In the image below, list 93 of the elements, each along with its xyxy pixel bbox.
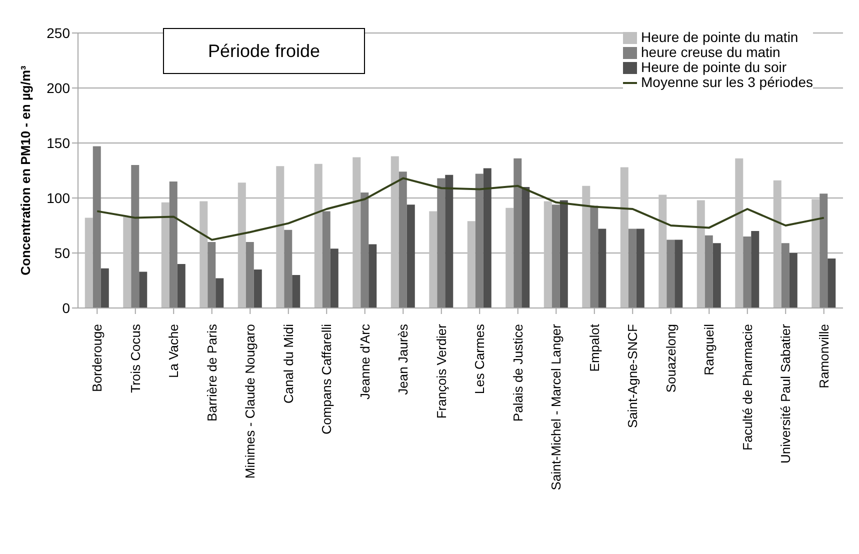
bar <box>781 243 790 308</box>
bar <box>514 158 522 308</box>
bar <box>628 228 636 308</box>
bar <box>246 242 254 308</box>
x-tick-label: Barrière de Paris <box>204 324 220 422</box>
x-tick-label: Saint-Agne-SNCF <box>625 324 640 428</box>
x-tick-label: Faculté de Pharmacie <box>740 324 755 450</box>
bar <box>368 244 377 308</box>
bar <box>560 200 568 308</box>
line-series <box>96 177 825 241</box>
bar <box>544 201 552 308</box>
bar <box>314 164 322 308</box>
bar <box>445 174 454 308</box>
bar <box>522 187 530 308</box>
bar <box>208 242 216 308</box>
bar <box>330 248 338 308</box>
bar <box>398 172 407 308</box>
x-tick-label: La Vache <box>166 324 182 378</box>
x-tick-label: Jeanne d'Arc <box>357 324 372 400</box>
legend-label: Heure de pointe du matin <box>641 29 798 45</box>
bar <box>131 165 140 308</box>
bar <box>100 268 109 308</box>
bar <box>552 204 560 308</box>
y-tick-label: 0 <box>62 300 70 316</box>
bar <box>666 240 675 308</box>
y-tick-label: 50 <box>54 244 70 261</box>
x-tick-label: Empalot <box>586 324 602 372</box>
bar <box>161 202 170 308</box>
text-box: Période froide <box>163 28 365 74</box>
bar <box>254 270 262 308</box>
x-tick-label: Rangueil <box>702 324 717 376</box>
x-tick-label: Minimes - Claude Nougaro <box>242 324 258 479</box>
bar <box>429 211 438 308</box>
bar <box>467 221 476 308</box>
bar <box>284 230 292 308</box>
bar <box>696 200 705 308</box>
x-tick-label: Palais de Justice <box>510 324 526 422</box>
x-tick-label: Trois Cocus <box>128 324 143 393</box>
x-tick-label: Compans Caffarelli <box>319 324 334 434</box>
x-tick-label: Saint-Michel - Marcel Langer <box>548 323 564 490</box>
bar <box>84 218 93 308</box>
legend-label: heure creuse du matin <box>641 44 780 60</box>
bar <box>322 211 330 308</box>
bar <box>276 166 284 308</box>
bar <box>582 186 590 308</box>
x-tick-label: Université Paul Sabatier <box>778 323 794 464</box>
bar <box>590 206 598 308</box>
bar <box>352 157 361 308</box>
bar <box>735 158 744 308</box>
bar <box>123 216 132 308</box>
bar <box>506 208 514 308</box>
y-tick-label: 200 <box>46 80 70 96</box>
y-tick-label: 150 <box>46 134 70 151</box>
bar <box>200 201 208 308</box>
y-tick-label: 250 <box>46 24 70 41</box>
bar <box>751 231 760 308</box>
bar <box>139 272 148 308</box>
bar <box>483 168 492 308</box>
bar <box>406 204 415 308</box>
bar <box>598 228 606 308</box>
bar <box>360 192 369 308</box>
bar <box>712 243 721 308</box>
bar <box>820 194 828 308</box>
x-tick-label: Jean Jaurès <box>396 324 411 395</box>
bar <box>743 236 752 308</box>
bar <box>92 146 101 308</box>
x-tick-label: Souazelong <box>663 324 678 393</box>
bar <box>169 182 178 308</box>
bar <box>216 278 224 308</box>
bar <box>437 178 446 308</box>
bar <box>812 199 820 308</box>
bar <box>773 180 782 308</box>
bar <box>704 235 713 308</box>
bar <box>789 253 798 308</box>
x-tick-label: Les Carmes <box>472 324 488 394</box>
bar <box>620 167 628 308</box>
bar <box>238 182 246 308</box>
bar <box>292 275 300 308</box>
x-tick-label: Canal du Midi <box>280 324 296 404</box>
bar <box>390 156 399 308</box>
legend-label: Moyenne sur les 3 périodes <box>641 74 813 90</box>
bar <box>674 240 683 308</box>
bar <box>475 174 484 308</box>
y-axis-title: Concentration en PM10 - en µg/m³ <box>18 64 33 276</box>
x-tick-label: Borderouge <box>90 324 105 392</box>
x-tick-label: Ramonville <box>816 324 832 388</box>
bar <box>658 194 667 308</box>
bar <box>177 264 186 308</box>
bar <box>636 228 644 308</box>
bar <box>828 258 836 308</box>
y-tick-label: 100 <box>46 190 70 206</box>
legend-label: Heure de pointe du soir <box>641 59 787 75</box>
x-tick-label: François Verdier <box>434 323 449 419</box>
